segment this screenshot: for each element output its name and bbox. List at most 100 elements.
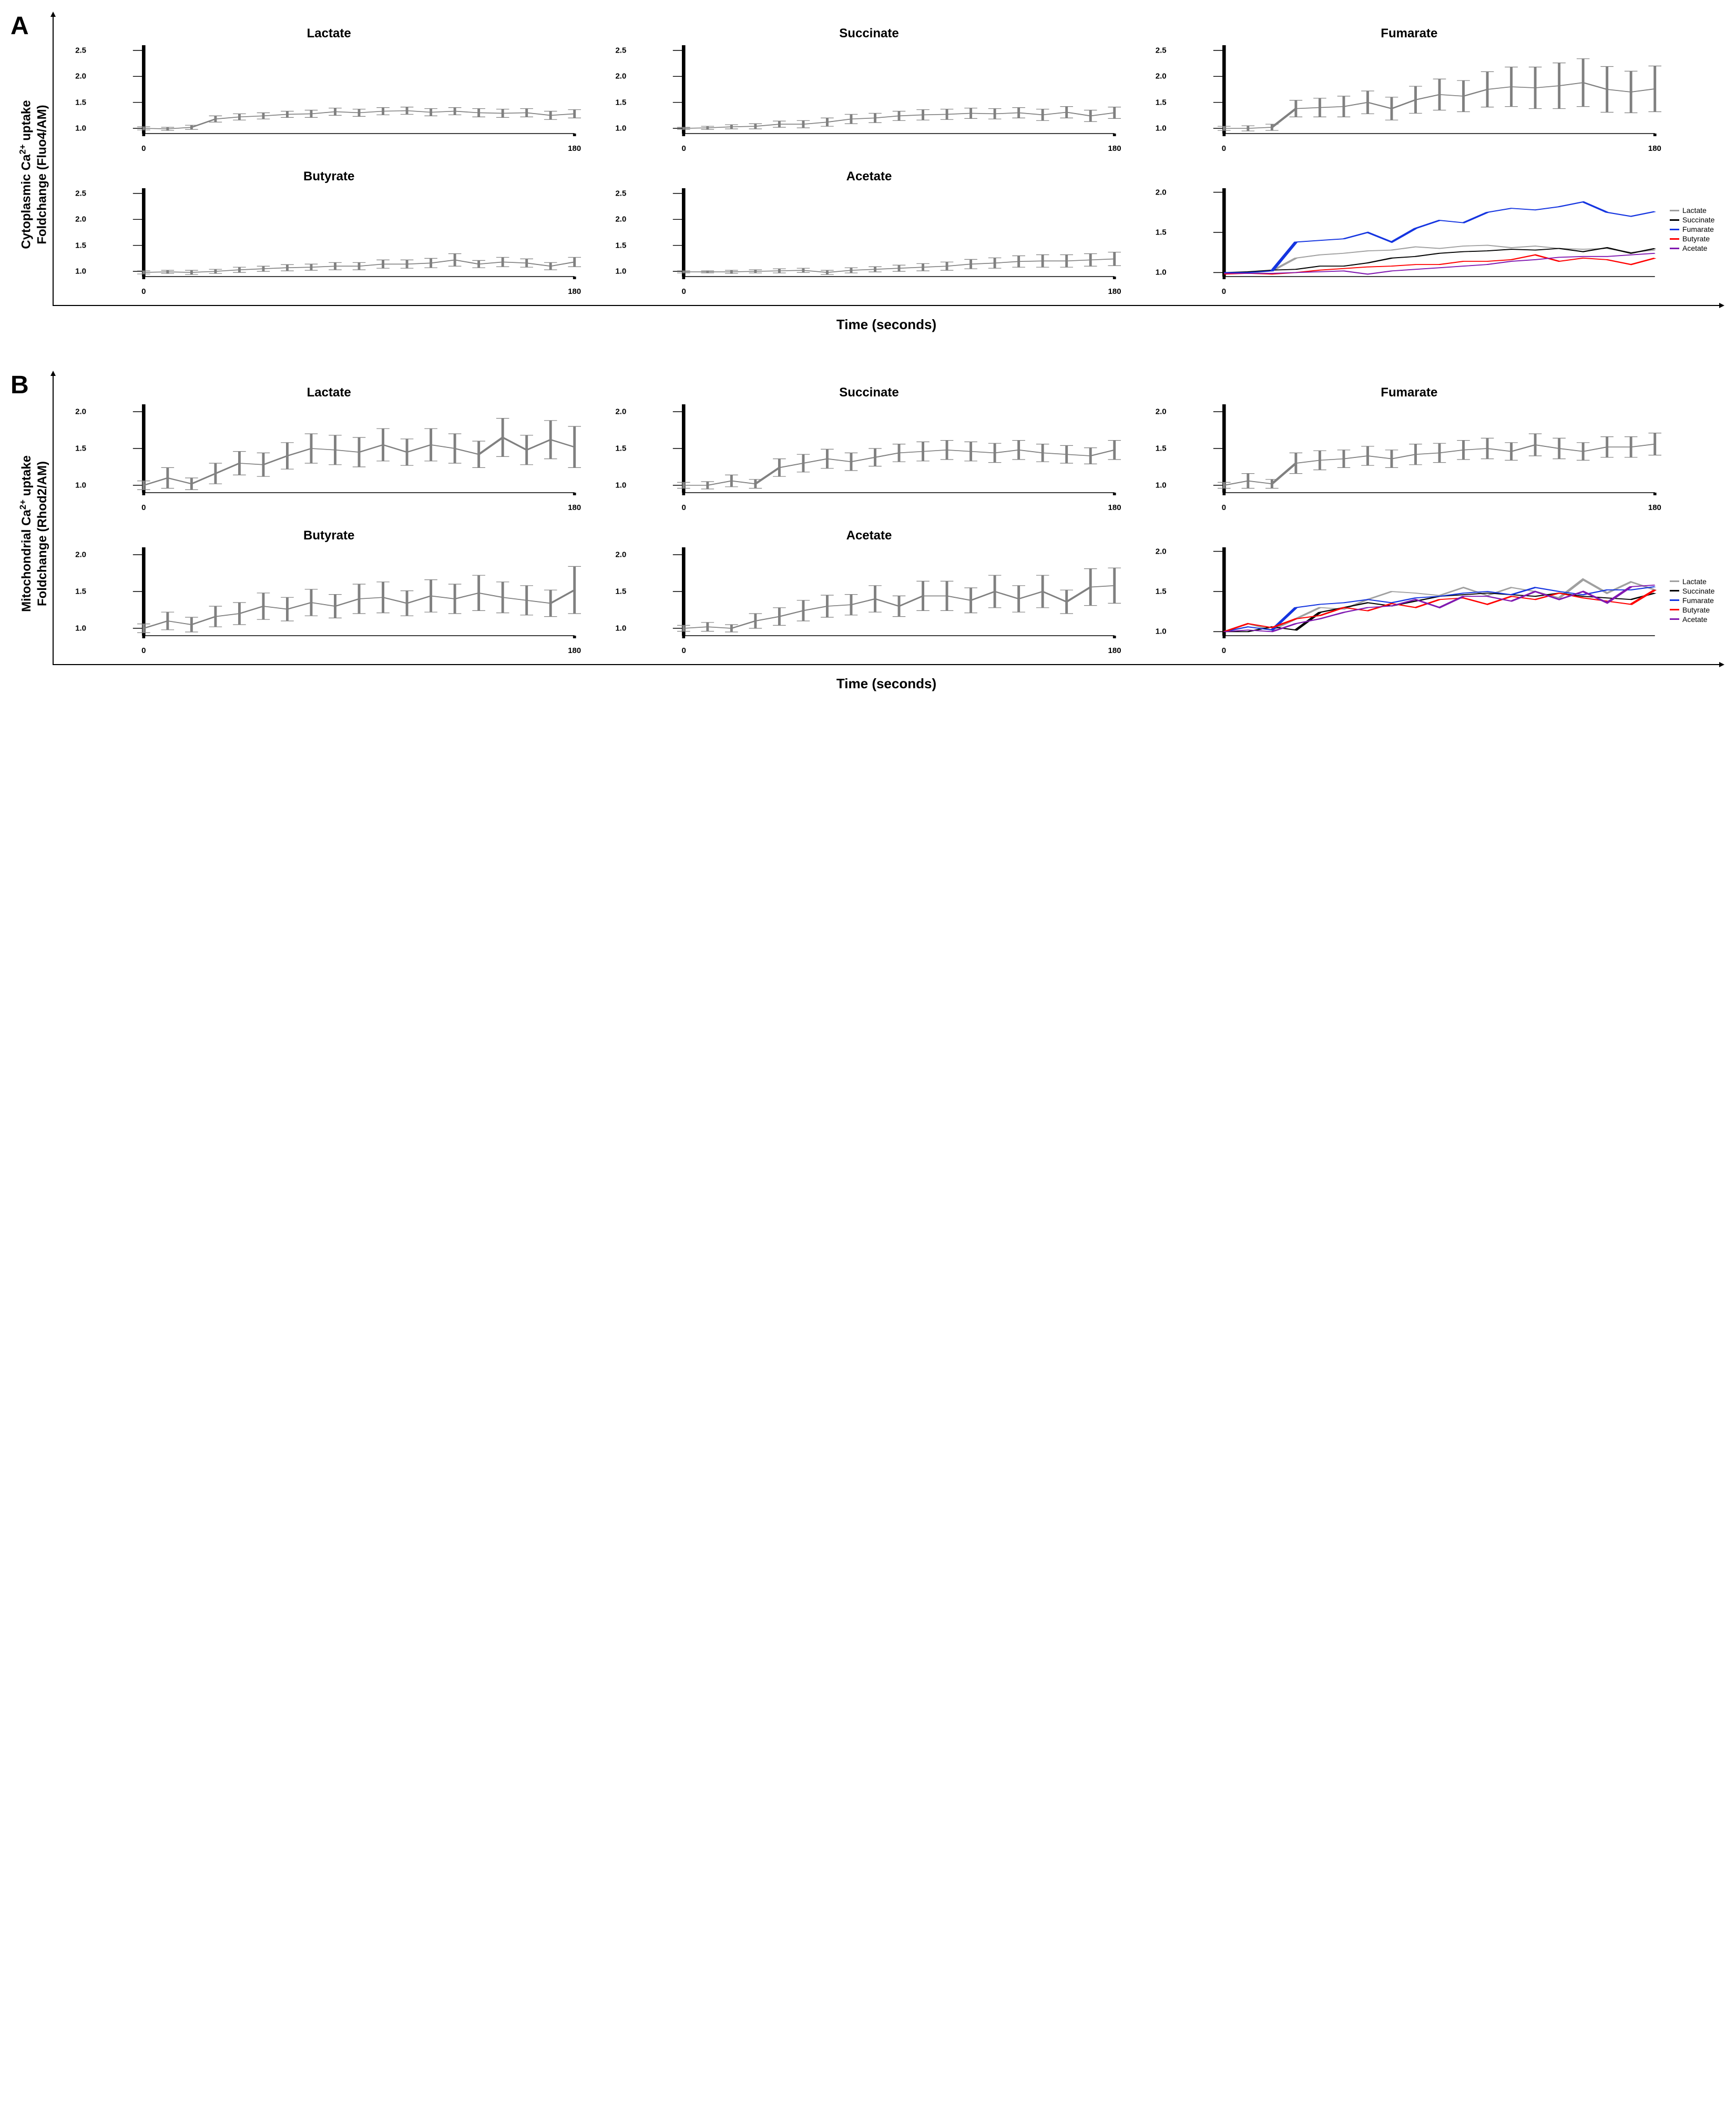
- xtick-label: 180: [1108, 646, 1121, 655]
- ytick-label: 1.0: [611, 481, 626, 490]
- ytick-label: 1.0: [611, 267, 626, 276]
- ytick-label: 1.5: [1152, 98, 1167, 107]
- legend-item: Fumarate: [1670, 596, 1714, 605]
- subplot-title: Butyrate: [70, 169, 587, 184]
- ytick-label: 2.0: [1152, 407, 1167, 416]
- xtick-label: 0: [1222, 287, 1226, 296]
- legend-swatch: [1670, 580, 1679, 582]
- legend-label: Fumarate: [1682, 596, 1714, 605]
- ytick-label: 2.0: [1152, 72, 1167, 81]
- plot-box: 1.01.52.00180: [70, 402, 587, 502]
- ylabel-col-a: Cytoplasmic Ca2+ uptake Foldchange (Fluo…: [16, 16, 53, 333]
- outer-y-axis-arrow: [53, 16, 54, 306]
- xlabel-a: Time (seconds): [53, 317, 1720, 333]
- legend-item: Lactate: [1670, 577, 1714, 586]
- legend-swatch: [1670, 229, 1679, 230]
- legend-item: Succinate: [1670, 216, 1714, 224]
- legend-item: Butyrate: [1670, 234, 1714, 243]
- legend-item: Lactate: [1670, 206, 1714, 215]
- plot-box: 1.01.52.00180: [610, 402, 1127, 502]
- xtick-label: 180: [568, 144, 581, 153]
- xtick-label: 0: [681, 503, 686, 512]
- ytick-label: 1.5: [611, 241, 626, 250]
- subplot-title: Fumarate: [1151, 385, 1668, 400]
- ytick-label: 2.5: [1152, 46, 1167, 55]
- xtick-label: 180: [1108, 287, 1121, 296]
- ytick-label: 1.5: [1152, 587, 1167, 596]
- ytick-label: 2.0: [611, 215, 626, 224]
- legend: LactateSuccinateFumarateButyrateAcetate: [1670, 577, 1714, 625]
- ytick-label: 1.0: [1152, 124, 1167, 133]
- ylabel-b: Mitochondrial Ca2+ uptake Foldchange (Rh…: [18, 455, 50, 612]
- ytick-label: 2.0: [72, 407, 86, 416]
- subplot-butyrate: Butyrate1.01.52.00180: [70, 528, 587, 645]
- xlabel-b: Time (seconds): [53, 676, 1720, 692]
- ytick-label: 2.0: [72, 215, 86, 224]
- panel-a: A Cytoplasmic Ca2+ uptake Foldchange (Fl…: [16, 16, 1720, 333]
- legend-label: Succinate: [1682, 587, 1714, 595]
- subplot-title: Fumarate: [1151, 26, 1668, 41]
- plot-box: 1.01.52.00180: [1151, 402, 1668, 502]
- ytick-label: 2.0: [611, 72, 626, 81]
- xtick-label: 0: [141, 503, 146, 512]
- chart-area-a: Lactate1.01.52.02.50180Succinate1.01.52.…: [53, 16, 1720, 333]
- legend-label: Acetate: [1682, 244, 1707, 252]
- xtick-label: 0: [141, 646, 146, 655]
- legend-label: Butyrate: [1682, 234, 1710, 243]
- legend-swatch: [1670, 219, 1679, 221]
- ytick-label: 1.0: [1152, 481, 1167, 490]
- ytick-label: 2.5: [72, 46, 86, 55]
- outer-y-axis-arrow: [53, 375, 54, 665]
- ytick-label: 1.5: [72, 587, 86, 596]
- subplot-succinate: Succinate1.01.52.02.50180: [610, 26, 1127, 143]
- legend-item: Acetate: [1670, 615, 1714, 624]
- legend-item: Butyrate: [1670, 606, 1714, 614]
- ytick-label: 2.0: [1152, 188, 1167, 197]
- subplot-fumarate: Fumarate1.01.52.00180: [1151, 385, 1668, 502]
- legend-label: Acetate: [1682, 615, 1707, 624]
- ytick-label: 1.5: [1152, 444, 1167, 453]
- ytick-label: 1.0: [1152, 268, 1167, 277]
- legend-label: Butyrate: [1682, 606, 1710, 614]
- xtick-label: 0: [681, 287, 686, 296]
- ytick-label: 1.5: [72, 444, 86, 453]
- legend-swatch: [1670, 238, 1679, 240]
- xtick-label: 180: [1108, 503, 1121, 512]
- ytick-label: 1.5: [72, 98, 86, 107]
- xtick-label: 180: [1648, 503, 1661, 512]
- xtick-label: 180: [568, 503, 581, 512]
- legend-swatch: [1670, 599, 1679, 601]
- xtick-label: 0: [681, 646, 686, 655]
- ytick-label: 1.5: [72, 241, 86, 250]
- subplot-title: Butyrate: [70, 528, 587, 543]
- ytick-label: 1.0: [1152, 627, 1167, 636]
- legend-item: Succinate: [1670, 587, 1714, 595]
- ylabel-a: Cytoplasmic Ca2+ uptake Foldchange (Fluo…: [18, 100, 50, 249]
- legend-swatch: [1670, 590, 1679, 591]
- ytick-label: 2.0: [1152, 547, 1167, 556]
- legend-label: Fumarate: [1682, 225, 1714, 233]
- legend-swatch: [1670, 248, 1679, 249]
- plot-box: 1.01.52.02.50180: [610, 186, 1127, 286]
- ytick-label: 1.0: [611, 624, 626, 633]
- legend: LactateSuccinateFumarateButyrateAcetate: [1670, 206, 1714, 253]
- subplot-lactate: Lactate1.01.52.00180: [70, 385, 587, 502]
- xtick-label: 180: [568, 287, 581, 296]
- ytick-label: 1.5: [611, 444, 626, 453]
- legend-label: Lactate: [1682, 206, 1707, 215]
- ytick-label: 1.0: [72, 624, 86, 633]
- plot-box: 1.01.52.02.50180: [1151, 43, 1668, 143]
- legend-swatch: [1670, 618, 1679, 620]
- ytick-label: 1.0: [611, 124, 626, 133]
- subplot-title: Lactate: [70, 26, 587, 41]
- subplot-summary: 1.01.52.00LactateSuccinateFumarateButyra…: [1151, 528, 1668, 645]
- subplot-lactate: Lactate1.01.52.02.50180: [70, 26, 587, 143]
- ytick-label: 2.0: [72, 72, 86, 81]
- plot-box: 1.01.52.02.50180: [70, 43, 587, 143]
- subplot-summary: 1.01.52.00LactateSuccinateFumarateButyra…: [1151, 169, 1668, 286]
- legend-label: Succinate: [1682, 216, 1714, 224]
- plot-box: 1.01.52.02.50180: [70, 186, 587, 286]
- panel-b: B Mitochondrial Ca2+ uptake Foldchange (…: [16, 375, 1720, 692]
- subplot-title: Lactate: [70, 385, 587, 400]
- subplot-succinate: Succinate1.01.52.00180: [610, 385, 1127, 502]
